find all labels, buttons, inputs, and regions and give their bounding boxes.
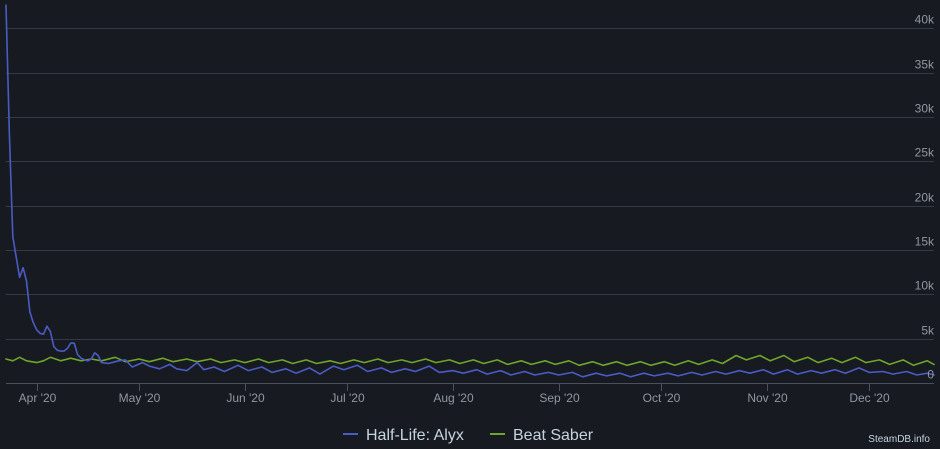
x-axis: Apr '20 May '20 Jun '20 Jul '20 Aug '20 Sep '… bbox=[6, 383, 934, 405]
credit-label[interactable]: SteamDB.info bbox=[868, 434, 930, 445]
y-tick-label: 40k bbox=[915, 13, 935, 27]
y-tick-label: 10k bbox=[915, 279, 935, 293]
y-tick-label: 20k bbox=[915, 191, 935, 205]
legend-item[interactable]: Half-Life: Alyx bbox=[343, 427, 464, 444]
series-line-beat-saber[interactable] bbox=[5, 354, 935, 367]
y-tick-label: 25k bbox=[915, 146, 935, 160]
x-tick-label: Jul '20 bbox=[330, 391, 365, 405]
x-tick-label: Jun '20 bbox=[226, 391, 265, 405]
series-lines bbox=[5, 4, 935, 378]
x-tick-label: Nov '20 bbox=[747, 391, 788, 405]
legend-item[interactable]: Beat Saber bbox=[490, 427, 594, 444]
y-tick-label: 30k bbox=[915, 102, 935, 116]
legend[interactable]: Half-Life: Alyx Beat Saber bbox=[343, 427, 594, 444]
y-tick-label: 5k bbox=[921, 324, 935, 338]
x-tick-label: Dec '20 bbox=[849, 391, 890, 405]
y-tick-label: 35k bbox=[915, 58, 935, 72]
legend-label: Beat Saber bbox=[513, 427, 594, 444]
x-tick-label: Apr '20 bbox=[19, 391, 57, 405]
x-tick-label: Aug '20 bbox=[433, 391, 474, 405]
y-tick-label: 0 bbox=[927, 368, 934, 382]
legend-label: Half-Life: Alyx bbox=[366, 427, 464, 444]
x-tick-label: Oct '20 bbox=[643, 391, 681, 405]
x-tick-label: May '20 bbox=[119, 391, 161, 405]
x-tick-label: Sep '20 bbox=[539, 391, 580, 405]
y-axis-labels: 0 5k 10k 15k 20k 25k 30k 35k 40k bbox=[915, 13, 935, 382]
y-tick-label: 15k bbox=[915, 235, 935, 249]
grid-lines bbox=[6, 28, 934, 340]
series-line-half-life-alyx[interactable] bbox=[5, 4, 935, 378]
